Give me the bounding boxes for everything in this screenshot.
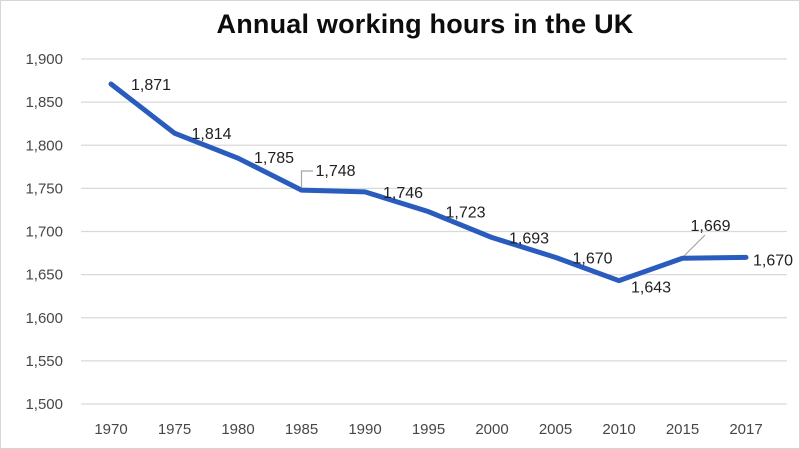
x-tick-label: 2015 <box>666 421 699 438</box>
y-tick-label: 1,650 <box>25 267 63 284</box>
y-tick-label: 1,850 <box>25 94 63 111</box>
x-tick-label: 2000 <box>475 421 508 438</box>
x-tick-label: 2005 <box>539 421 572 438</box>
y-tick-label: 1,750 <box>25 180 63 197</box>
data-label: 1,814 <box>192 126 232 143</box>
data-label: 1,670 <box>753 252 793 269</box>
series-line <box>108 81 749 284</box>
x-tick-label: 2017 <box>729 421 762 438</box>
data-label: 1,746 <box>383 185 423 202</box>
data-label: 1,871 <box>131 77 171 94</box>
x-tick-label: 1985 <box>285 421 318 438</box>
x-tick-label: 1975 <box>158 421 191 438</box>
x-tick-label: 1980 <box>221 421 254 438</box>
x-tick-label: 1970 <box>94 421 127 438</box>
data-label: 1,643 <box>631 280 671 297</box>
data-label: 1,785 <box>254 150 294 167</box>
data-label: 1,670 <box>573 250 613 267</box>
chart-title: Annual working hours in the UK <box>216 9 634 39</box>
data-label-leader-line <box>300 170 313 187</box>
y-tick-label: 1,700 <box>25 224 63 241</box>
y-tick-label: 1,800 <box>25 137 63 154</box>
y-tick-label: 1,600 <box>25 310 63 327</box>
data-label: 1,693 <box>509 231 549 248</box>
data-label: 1,669 <box>691 218 731 235</box>
data-label: 1,723 <box>446 205 486 222</box>
y-tick-label: 1,900 <box>25 51 63 68</box>
y-tick-label: 1,550 <box>25 353 63 370</box>
x-tick-label: 1990 <box>348 421 381 438</box>
y-tick-label: 1,500 <box>25 396 63 413</box>
data-label-leader-line <box>683 234 706 257</box>
x-tick-label: 2010 <box>602 421 635 438</box>
x-tick-label: 1995 <box>412 421 445 438</box>
data-label: 1,748 <box>316 163 356 180</box>
